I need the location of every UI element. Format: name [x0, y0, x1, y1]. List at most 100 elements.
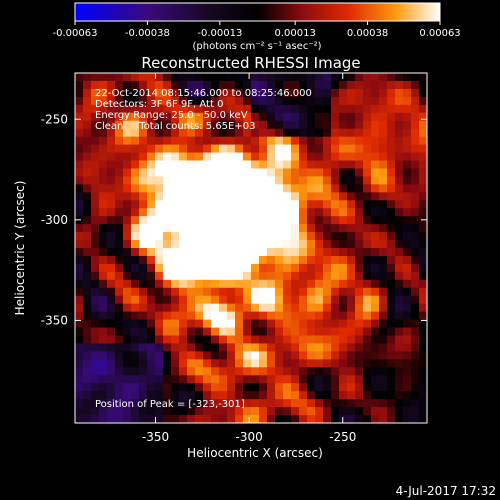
heatmap-cell: [291, 144, 300, 154]
heatmap-cell: [371, 407, 380, 416]
heatmap-cell: [379, 232, 388, 241]
heatmap-cell: [123, 240, 132, 249]
heatmap-cell: [187, 255, 196, 265]
heatmap-cell: [163, 367, 172, 376]
heatmap-cell: [251, 375, 260, 384]
heatmap-cell: [243, 248, 252, 257]
heatmap-cell: [315, 240, 324, 249]
heatmap-cell: [403, 383, 412, 392]
heatmap-cell: [187, 176, 196, 185]
heatmap-cell: [259, 168, 268, 177]
heatmap-cell: [363, 407, 372, 416]
heatmap-cell: [187, 104, 196, 114]
heatmap-cell: [83, 192, 92, 201]
heatmap-cell: [227, 367, 236, 376]
heatmap-cell: [395, 208, 404, 217]
heatmap-cell: [339, 216, 348, 225]
heatmap-cell: [171, 80, 180, 90]
heatmap-cell: [107, 263, 116, 273]
heatmap-cell: [411, 224, 420, 233]
heatmap-cell: [131, 311, 140, 321]
heatmap-cell: [235, 311, 244, 321]
heatmap-cell: [371, 104, 380, 114]
heatmap-cell: [315, 255, 324, 265]
heatmap-cell: [163, 407, 172, 416]
heatmap-cell: [163, 216, 172, 225]
heatmap-cell: [195, 88, 204, 98]
heatmap-cell: [211, 391, 220, 400]
heatmap-cell: [107, 152, 116, 162]
heatmap-cell: [163, 263, 172, 273]
heatmap-cell: [299, 279, 308, 289]
heatmap-cell: [379, 136, 388, 146]
heatmap-cell: [251, 367, 260, 376]
heatmap-cell: [195, 399, 204, 408]
heatmap-cell: [299, 351, 308, 360]
heatmap-cell: [363, 184, 372, 193]
heatmap-cell: [307, 303, 316, 313]
heatmap-cell: [379, 240, 388, 249]
heatmap-cell: [379, 80, 388, 90]
heatmap-cell: [331, 80, 340, 90]
heatmap-cell: [267, 128, 276, 138]
heatmap-cell: [219, 407, 228, 416]
heatmap-cell: [99, 208, 108, 217]
colorbar-tick-label: 0.00063: [419, 28, 460, 39]
heatmap-cell: [147, 80, 156, 90]
heatmap-cell: [419, 383, 427, 392]
heatmap-cell: [283, 200, 292, 209]
heatmap-cell: [195, 255, 204, 265]
heatmap-cell: [267, 375, 276, 384]
heatmap-cell: [171, 192, 180, 201]
heatmap-cell: [267, 335, 276, 345]
heatmap-cell: [267, 399, 276, 408]
heatmap-cell: [195, 152, 204, 162]
heatmap-cell: [155, 232, 164, 241]
heatmap-cell: [283, 96, 292, 106]
heatmap-cell: [243, 80, 252, 90]
heatmap-cell: [299, 88, 308, 98]
heatmap-cell: [115, 335, 124, 345]
heatmap-cell: [187, 200, 196, 209]
heatmap-cell: [307, 287, 316, 297]
heatmap-cell: [387, 192, 396, 201]
heatmap-cell: [331, 279, 340, 289]
heatmap-cell: [115, 319, 124, 329]
heatmap-cell: [251, 184, 260, 193]
heatmap-cell: [243, 128, 252, 138]
heatmap-cell: [387, 415, 396, 423]
heatmap-cell: [291, 407, 300, 416]
heatmap-cell: [299, 415, 308, 423]
heatmap-cell: [155, 112, 164, 122]
heatmap-cell: [403, 208, 412, 217]
heatmap-cell: [411, 200, 420, 209]
heatmap-cell: [315, 327, 324, 337]
heatmap-cell: [123, 271, 132, 281]
heatmap-cell: [267, 96, 276, 106]
heatmap-cell: [187, 359, 196, 368]
heatmap-cell: [379, 327, 388, 337]
heatmap-cell: [235, 383, 244, 392]
heatmap-cell: [315, 335, 324, 345]
heatmap-cell: [315, 279, 324, 289]
heatmap-cell: [403, 327, 412, 337]
heatmap-cell: [155, 391, 164, 400]
heatmap-cell: [315, 192, 324, 201]
heatmap-cell: [123, 399, 132, 408]
heatmap-cell: [419, 415, 427, 423]
heatmap-cell: [107, 327, 116, 337]
heatmap-cell: [139, 327, 148, 337]
heatmap-cell: [171, 399, 180, 408]
heatmap-cell: [163, 343, 172, 352]
heatmap-cell: [259, 192, 268, 201]
heatmap-cell: [155, 319, 164, 329]
heatmap-cell: [211, 96, 220, 106]
heatmap-cell: [195, 176, 204, 185]
heatmap-cell: [91, 88, 100, 98]
heatmap-cell: [147, 311, 156, 321]
heatmap-cell: [163, 248, 172, 257]
heatmap-cell: [179, 232, 188, 241]
heatmap-cell: [107, 128, 116, 138]
heatmap-cell: [275, 335, 284, 345]
heatmap-cell: [331, 160, 340, 170]
